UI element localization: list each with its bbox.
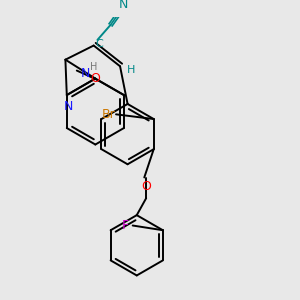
Text: N: N xyxy=(119,0,128,11)
Text: O: O xyxy=(91,72,100,85)
Text: N: N xyxy=(64,100,74,113)
Text: N: N xyxy=(81,68,91,80)
Text: H: H xyxy=(127,65,136,75)
Text: O: O xyxy=(141,180,151,194)
Text: Br: Br xyxy=(102,108,116,121)
Text: F: F xyxy=(122,219,129,232)
Text: C: C xyxy=(95,39,103,49)
Text: H: H xyxy=(90,62,97,72)
